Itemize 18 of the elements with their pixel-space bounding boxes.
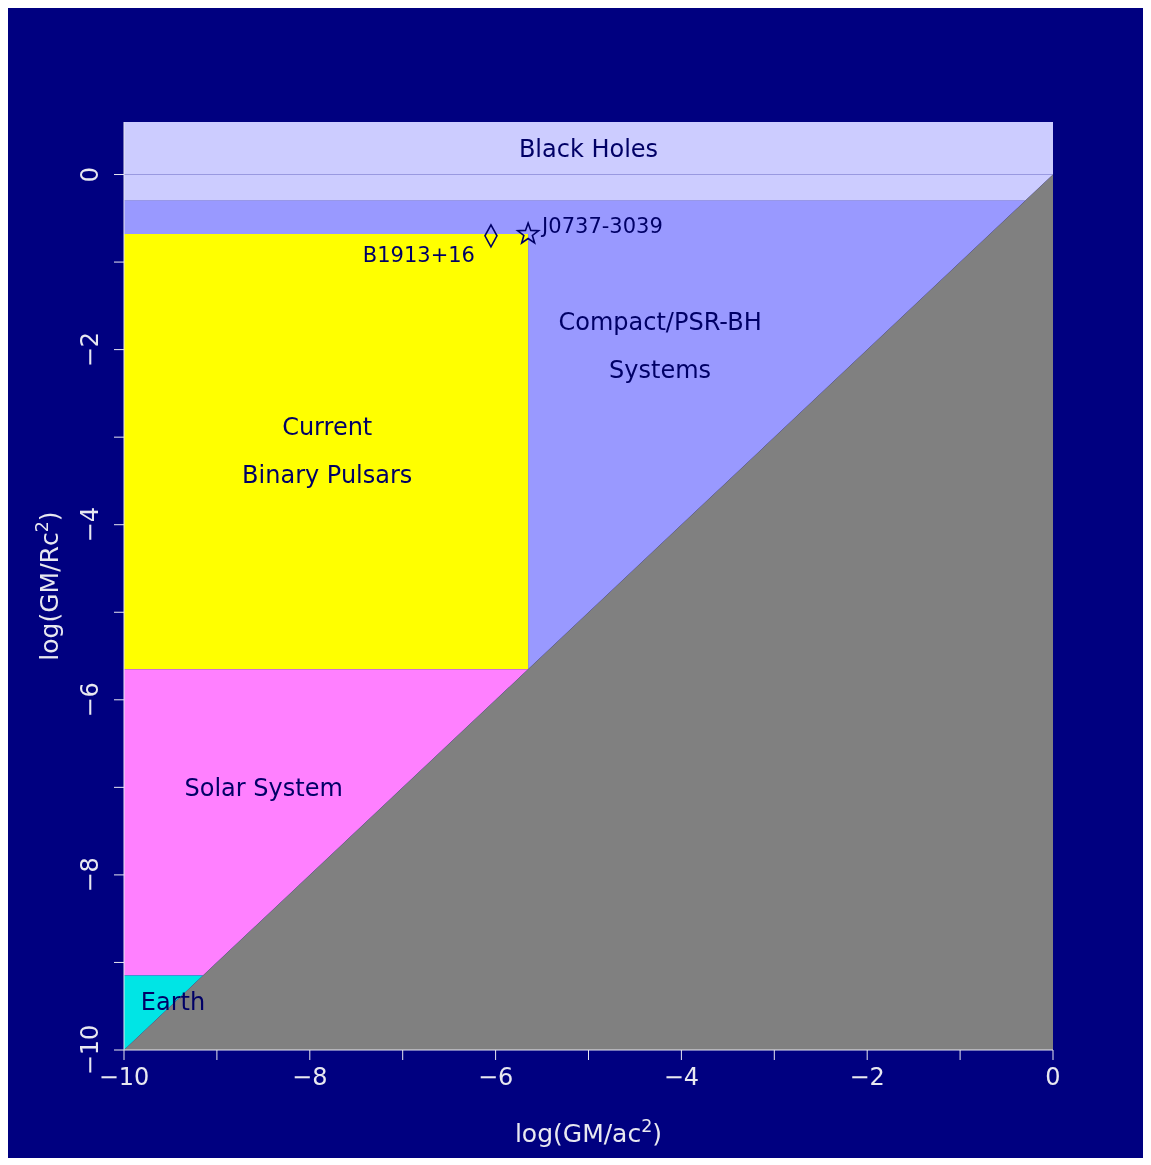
x-tick-label: −8 [292,1063,328,1092]
x-tick-label: −2 [849,1063,885,1092]
y-tick-label: −2 [76,331,104,368]
series-label: J0737-3039 [540,214,663,239]
x-tick-label: −10 [98,1063,150,1092]
series-label: Compact/PSR-BH Systems [558,307,762,384]
y-tick-label: 0 [76,166,104,183]
x-tick-label: −6 [477,1063,514,1092]
series-label: Current Binary Pulsars [242,412,413,489]
x-tick-label: 0 [1045,1063,1061,1092]
series-label: Solar System [184,773,343,802]
y-tick-label: −6 [76,682,104,718]
series-label: B1913+16 [362,242,475,267]
band-label: Black Holes [518,135,659,164]
y-tick-label: −4 [76,507,104,543]
x-axis-title: log(GM/ac$^{2}$) [514,1116,663,1148]
x-tick-label: −4 [663,1063,700,1092]
y-tick-label: −8 [76,857,104,893]
